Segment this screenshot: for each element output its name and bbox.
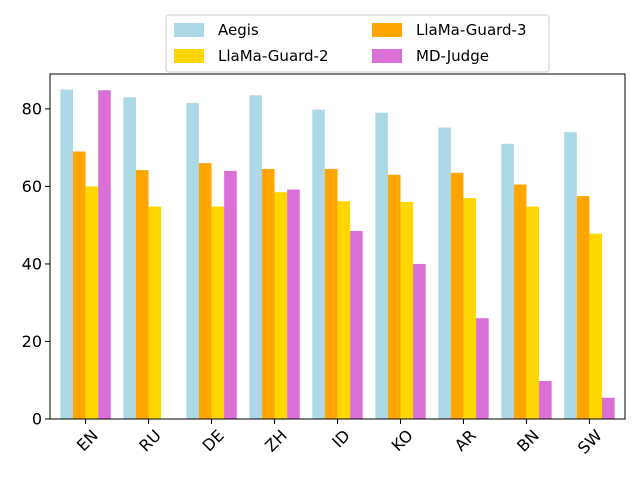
bar-llama-guard-2-id <box>337 201 351 419</box>
bar-aegis-de <box>186 103 199 419</box>
legend-swatch <box>174 23 204 37</box>
y-tick-label: 20 <box>22 332 42 351</box>
legend-label: MD-Judge <box>416 47 489 65</box>
bar-llama-guard-2-ar <box>463 198 477 419</box>
bar-aegis-ru <box>123 97 136 419</box>
bar-aegis-zh <box>249 95 262 419</box>
legend-swatch <box>372 23 402 37</box>
bar-md-judge-ko <box>413 263 426 419</box>
bar-llama-guard-3-bn <box>513 184 527 419</box>
y-tick-label: 60 <box>22 177 42 196</box>
y-axis: 0 20 40 60 80 <box>22 99 50 429</box>
legend-label: Aegis <box>218 21 259 39</box>
legend-label: LlaMa-Guard-2 <box>218 47 329 65</box>
legend: Aegis LlaMa-Guard-3 LlaMa-Guard-2 MD-Judge <box>165 14 550 73</box>
x-tick-label-de: DE <box>199 426 228 455</box>
x-tick-label-bn: BN <box>513 426 543 456</box>
bar-md-judge-bn <box>539 381 552 419</box>
y-tick-label: 40 <box>22 254 42 273</box>
y-tick-label: 80 <box>22 99 42 118</box>
bar-llama-guard-2-de <box>211 206 225 419</box>
bar-md-judge-en <box>98 90 111 419</box>
y-tick-label: 0 <box>32 410 42 429</box>
bar-llama-guard-3-sw <box>576 196 590 419</box>
x-tick-label-id: ID <box>328 426 353 451</box>
x-axis: EN RU DE ZH ID KO AR BN SW <box>73 419 606 458</box>
legend-label: LlaMa-Guard-3 <box>416 21 527 39</box>
bar-md-judge-de <box>224 170 237 419</box>
bar-llama-guard-2-sw <box>589 233 603 419</box>
x-tick-label-en: EN <box>73 426 102 455</box>
bar-md-judge-sw <box>602 397 615 419</box>
bar-llama-guard-2-en <box>85 186 99 419</box>
x-tick-label-ar: AR <box>451 426 480 455</box>
bar-aegis-id <box>312 109 325 419</box>
bar-aegis-ko <box>375 112 388 419</box>
legend-swatch <box>174 49 204 63</box>
bar-llama-guard-3-ar <box>450 172 464 419</box>
bar-llama-guard-2-bn <box>526 206 540 419</box>
x-tick-label-sw: SW <box>574 426 606 458</box>
bar-llama-guard-2-ko <box>400 201 414 419</box>
legend-box <box>165 14 550 73</box>
bar-llama-guard-3-zh <box>261 168 275 419</box>
x-tick-label-ru: RU <box>135 426 165 456</box>
x-tick-label-ko: KO <box>388 426 417 455</box>
bar-md-judge-zh <box>287 189 300 419</box>
bar-llama-guard-3-ko <box>387 174 401 419</box>
legend-swatch <box>372 49 402 63</box>
bar-md-judge-id <box>350 230 363 419</box>
x-tick-label-zh: ZH <box>261 426 291 456</box>
bar-aegis-ar <box>438 127 451 420</box>
bar-llama-guard-3-ru <box>135 170 149 419</box>
bar-aegis-sw <box>564 132 577 419</box>
bar-md-judge-ar <box>476 318 489 419</box>
bar-llama-guard-2-ru <box>148 206 162 419</box>
bar-llama-guard-2-zh <box>274 192 288 419</box>
bar-aegis-en <box>60 89 73 419</box>
bar-llama-guard-3-de <box>198 163 212 419</box>
bar-llama-guard-3-id <box>324 168 338 419</box>
bar-aegis-bn <box>501 143 514 419</box>
bar-llama-guard-3-en <box>72 151 86 419</box>
bars-layer <box>60 89 615 420</box>
